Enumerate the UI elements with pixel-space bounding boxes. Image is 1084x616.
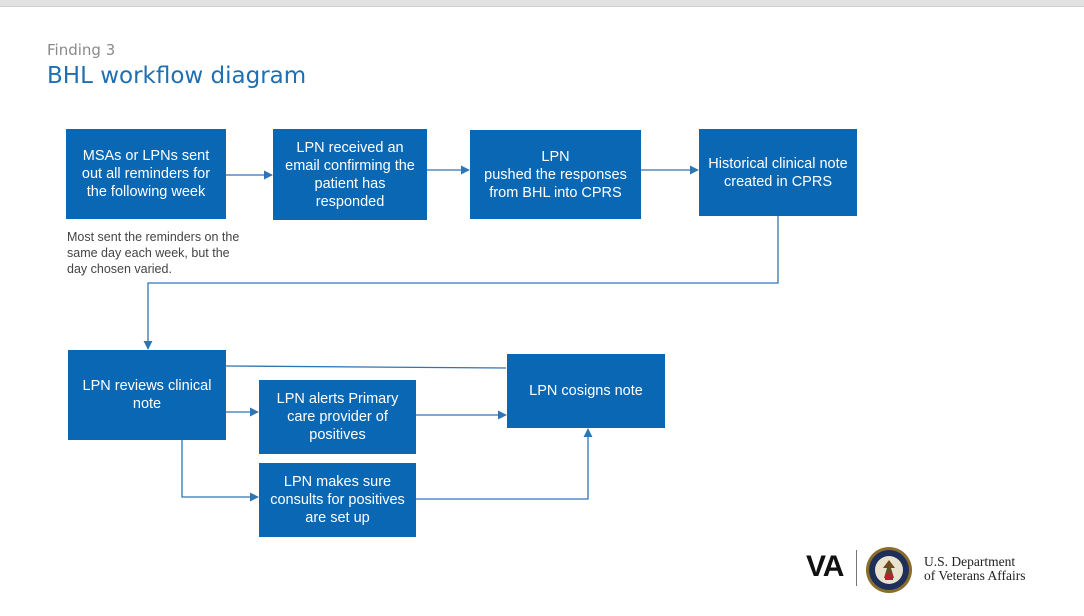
va-wordmark: VA [806, 550, 844, 583]
top-border [0, 0, 1084, 7]
logo-divider [856, 550, 857, 586]
step-email-confirmation: LPN received an email confirming the pat… [273, 129, 427, 220]
step-alert-provider: LPN alerts Primary care provider of posi… [259, 380, 416, 454]
step-review-note: LPN reviews clinical note [68, 350, 226, 440]
arrow-b5-b7 [181, 440, 259, 502]
reminder-note: Most sent the reminders on the same day … [67, 230, 240, 276]
step-historical-note: Historical clinical note created in CPRS [699, 129, 857, 216]
step-push-responses: LPN pushed the responses from BHL into C… [470, 130, 641, 219]
step-consults: LPN makes sure consults for positives ar… [259, 463, 416, 537]
step-cosign-note: LPN cosigns note [507, 354, 665, 428]
arrow-b7-b8 [416, 428, 593, 500]
va-seal-icon [866, 547, 912, 593]
line-b5-b8 [225, 365, 507, 369]
page-title: BHL workflow diagram [47, 63, 307, 89]
step-send-reminders: MSAs or LPNs sent out all reminders for … [66, 129, 226, 219]
finding-label: Finding 3 [47, 41, 116, 59]
va-logo: VA U.S. Department of Veterans Affairs [806, 546, 1036, 594]
department-name: U.S. Department of Veterans Affairs [924, 554, 1026, 583]
arrow-b4-b5 [143, 216, 779, 350]
